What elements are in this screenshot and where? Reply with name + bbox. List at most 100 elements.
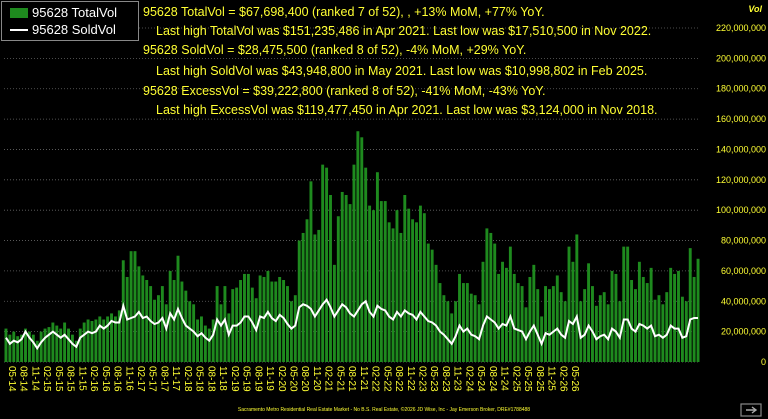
logo-icon <box>740 403 762 417</box>
y-tick-label: 160,000,000 <box>716 114 766 124</box>
totalvol-bar <box>153 299 156 362</box>
legend-label-totalvol: 95628 TotalVol <box>32 5 118 20</box>
totalvol-bar <box>465 283 469 362</box>
totalvol-bar <box>102 319 106 362</box>
totalvol-bar <box>70 334 74 362</box>
totalvol-bar <box>20 334 24 362</box>
totalvol-bar <box>47 327 51 362</box>
totalvol-bar <box>219 304 223 362</box>
legend-swatch-soldvol <box>10 29 28 31</box>
x-tick-label: 02-21 <box>323 366 334 392</box>
totalvol-bar <box>340 191 344 362</box>
x-tick-label: 08-22 <box>393 366 404 392</box>
totalvol-bar <box>325 167 329 362</box>
totalvol-bar <box>477 304 481 362</box>
x-tick-label: 11-24 <box>499 366 510 391</box>
annotation-totalvol-range: Last high TotalVol was $151,235,486 in A… <box>156 24 652 38</box>
totalvol-bar <box>548 289 551 362</box>
totalvol-bar <box>610 270 614 362</box>
totalvol-bar <box>160 286 164 362</box>
totalvol-bar <box>383 201 387 362</box>
totalvol-bar <box>614 273 618 362</box>
totalvol-bar <box>504 267 508 362</box>
totalvol-bar <box>591 286 594 362</box>
totalvol-bar <box>372 210 375 362</box>
legend: 95628 TotalVol 95628 SoldVol <box>1 1 139 41</box>
legend-label-soldvol: 95628 SoldVol <box>32 22 116 37</box>
totalvol-bar <box>559 292 563 362</box>
totalvol-bar <box>485 228 489 362</box>
totalvol-bar <box>696 258 700 362</box>
totalvol-bar <box>641 276 645 362</box>
x-tick-label: 05-16 <box>100 366 111 392</box>
totalvol-bar <box>31 334 35 362</box>
totalvol-bar <box>227 313 231 362</box>
totalvol-bar <box>78 328 82 362</box>
totalvol-bar <box>512 273 516 362</box>
totalvol-bar <box>16 336 20 362</box>
totalvol-bar <box>571 261 575 362</box>
x-tick-label: 02-26 <box>557 366 568 392</box>
x-tick-label: 02-19 <box>229 366 240 392</box>
totalvol-bar <box>399 232 403 362</box>
totalvol-bar <box>313 234 317 362</box>
totalvol-bar <box>309 181 313 362</box>
totalvol-bar <box>156 295 160 362</box>
totalvol-bar <box>391 228 395 362</box>
x-tick-label: 02-20 <box>276 366 287 392</box>
x-tick-label: 11-25 <box>546 366 557 391</box>
totalvol-bar <box>673 273 677 362</box>
totalvol-bar <box>364 167 368 362</box>
totalvol-bar <box>540 316 544 362</box>
totalvol-bar <box>645 283 649 362</box>
x-tick-label: 11-17 <box>170 366 181 391</box>
x-tick-label: 05-17 <box>147 366 158 392</box>
totalvol-bar <box>637 261 641 362</box>
totalvol-bars <box>4 131 700 362</box>
totalvol-bar <box>422 213 426 362</box>
totalvol-bar <box>520 286 524 362</box>
x-tick-label: 05-25 <box>522 366 533 392</box>
totalvol-bar <box>473 295 477 362</box>
totalvol-bar <box>215 286 219 362</box>
totalvol-bar <box>649 267 653 362</box>
totalvol-bar <box>117 310 121 362</box>
totalvol-bar <box>348 204 352 362</box>
totalvol-bar <box>458 273 461 362</box>
totalvol-bar <box>94 319 98 362</box>
totalvol-bar <box>594 305 598 362</box>
totalvol-bar <box>657 295 661 362</box>
x-tick-label: 08-17 <box>158 366 169 392</box>
totalvol-bar <box>418 205 422 362</box>
x-tick-label: 11-22 <box>405 366 416 391</box>
totalvol-bar <box>74 340 78 362</box>
annotation-soldvol: 95628 SoldVol = $28,475,500 (ranked 8 of… <box>143 43 527 57</box>
totalvol-bar <box>301 232 305 362</box>
x-tick-label: 05-15 <box>53 366 64 392</box>
annotation-soldvol-range: Last high SoldVol was $43,948,800 in May… <box>156 64 648 78</box>
x-tick-label: 05-20 <box>287 366 298 392</box>
totalvol-bar <box>200 316 203 362</box>
totalvol-bar <box>8 334 12 362</box>
totalvol-bar <box>516 283 520 362</box>
x-tick-label: 05-21 <box>334 366 345 392</box>
totalvol-bar <box>575 234 579 362</box>
totalvol-bar <box>329 195 332 362</box>
x-tick-label: 05-19 <box>241 366 252 392</box>
totalvol-bar <box>536 289 540 362</box>
x-tick-label: 08-25 <box>534 366 545 392</box>
totalvol-bar <box>356 131 360 362</box>
x-tick-label: 08-18 <box>205 366 216 392</box>
totalvol-bar <box>203 325 207 362</box>
totalvol-bar <box>59 328 63 362</box>
totalvol-bar <box>544 286 548 362</box>
totalvol-bar <box>379 201 383 362</box>
totalvol-bar <box>634 289 637 362</box>
annotation-excessvol-range: Last high ExcessVol was $119,477,450 in … <box>156 103 658 117</box>
y-tick-label: 80,000,000 <box>721 236 766 246</box>
totalvol-bar <box>63 322 67 362</box>
x-tick-label: 05-18 <box>194 366 205 392</box>
x-tick-label: 02-25 <box>510 366 521 392</box>
totalvol-bar <box>266 270 270 362</box>
x-tick-label: 08-14 <box>18 366 29 392</box>
